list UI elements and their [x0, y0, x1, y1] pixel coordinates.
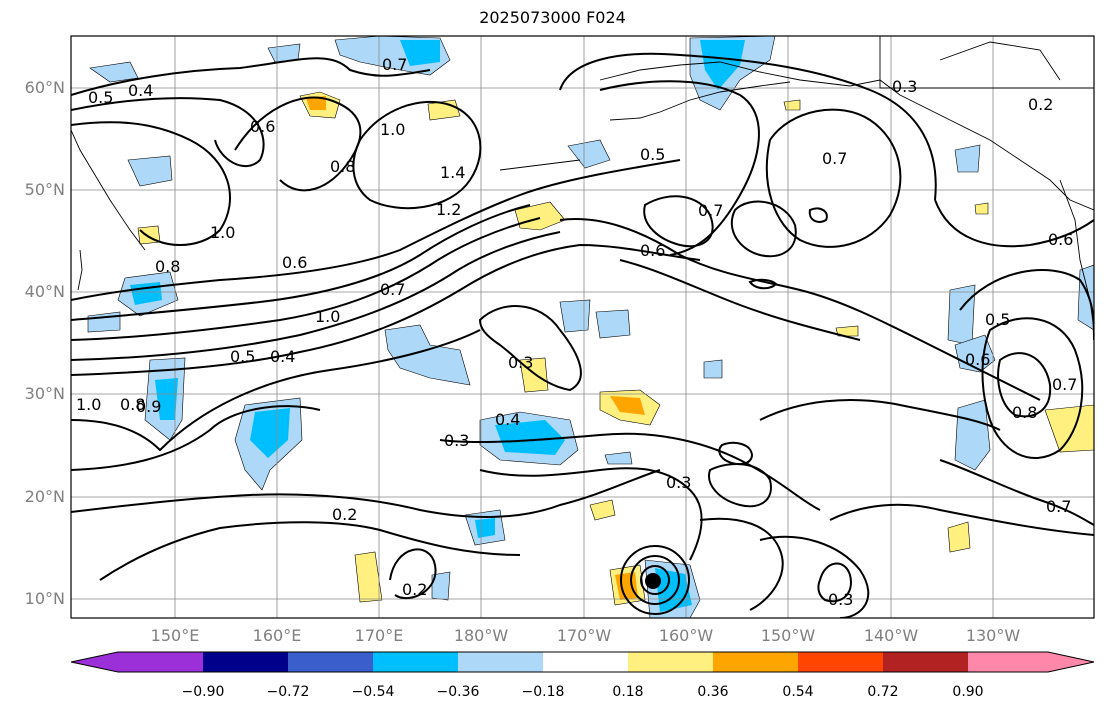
- lat-tick-label: 30°N: [24, 384, 65, 403]
- colorbar-extend-max: [1048, 652, 1094, 672]
- colorbar: [70, 651, 1095, 673]
- contour-label: 1.2: [436, 200, 461, 219]
- lon-tick-label: 180°W: [453, 626, 509, 645]
- storm-center-marker: [645, 573, 661, 589]
- contour-label: 0.3: [444, 431, 469, 450]
- colorbar-tick-label: −0.72: [266, 684, 310, 700]
- lon-tick-label: 140°W: [863, 626, 919, 645]
- colorbar-tick-label: −0.36: [436, 684, 480, 700]
- contour-label: 1.0: [380, 120, 405, 139]
- contour-label: 0.2: [332, 505, 357, 524]
- colorbar-tick-label: −0.90: [181, 684, 225, 700]
- contour-label: 0.2: [1028, 95, 1053, 114]
- contour-lines: [71, 52, 1094, 618]
- plot-area: 0.5 0.4 0.6 0.7 1.0 0.8 1.4 1.2 1.0 0.6 …: [71, 36, 1094, 618]
- contour-label: 0.6: [965, 350, 990, 369]
- contour-label: 0.7: [822, 149, 847, 168]
- contour-label: 0.3: [508, 353, 533, 372]
- colorbar-tick-label: 0.72: [867, 684, 899, 700]
- contour-label: 0.2: [402, 580, 427, 599]
- colorbar-tick-label: −0.54: [351, 684, 395, 700]
- contour-label: 0.3: [666, 473, 691, 492]
- contour-label: 0.7: [1046, 497, 1071, 516]
- negative-anomaly-shading: [87, 36, 1094, 618]
- contour-label: 0.5: [985, 310, 1010, 329]
- colorbar-tick-label: −0.18: [521, 684, 565, 700]
- contour-label: 0.5: [88, 88, 113, 107]
- colorbar-tick-label: 0.36: [697, 684, 729, 700]
- contour-label: 1.0: [210, 223, 235, 242]
- contour-label: 0.3: [892, 77, 917, 96]
- storm-rings: [620, 545, 690, 615]
- contour-label: 1.0: [76, 395, 101, 414]
- contour-label: 0.8: [120, 395, 145, 414]
- lat-tick-label: 50°N: [24, 180, 65, 199]
- lon-tick-label: 150°W: [760, 626, 816, 645]
- contour-label: 0.6: [640, 241, 665, 260]
- contour-label: 0.9: [136, 397, 161, 416]
- contour-label: 0.6: [1048, 230, 1073, 249]
- contour-label: 0.3: [828, 590, 853, 609]
- lat-tick-label: 40°N: [24, 282, 65, 301]
- colorbar-extend-min: [71, 652, 118, 672]
- contour-label: 0.5: [640, 145, 665, 164]
- lat-tick-label: 60°N: [24, 78, 65, 97]
- contour-label: 0.7: [382, 55, 407, 74]
- contour-label-group: 0.5 0.4 0.6 0.7 1.0 0.8 1.4 1.2 1.0 0.6 …: [76, 55, 1077, 609]
- contour-label: 0.6: [250, 117, 275, 136]
- lat-tick-label: 10°N: [24, 589, 65, 608]
- colorbar-tick-label: 0.54: [782, 684, 814, 700]
- lon-tick-label: 170°W: [556, 626, 612, 645]
- plot-frame: [70, 35, 1095, 619]
- lat-tick-label: 20°N: [24, 487, 65, 506]
- lon-tick-label: 150°E: [150, 626, 200, 645]
- colorbar-tick-label: 0.90: [952, 684, 984, 700]
- contour-label: 0.8: [1012, 403, 1037, 422]
- contour-label: 0.7: [698, 201, 723, 220]
- contour-label: 0.7: [1052, 375, 1077, 394]
- lon-tick-label: 170°E: [354, 626, 404, 645]
- contour-label: 0.4: [270, 347, 295, 366]
- map-title: 2025073000 F024: [479, 8, 626, 27]
- contour-label: 1.4: [440, 163, 465, 182]
- contour-label: 0.8: [330, 157, 355, 176]
- graticule: [71, 36, 1094, 618]
- contour-label: 1.0: [315, 307, 340, 326]
- contour-label: 0.7: [380, 280, 405, 299]
- lon-tick-label: 130°W: [965, 626, 1021, 645]
- contour-label: 0.6: [282, 253, 307, 272]
- contour-label: 0.5: [230, 347, 255, 366]
- colorbar-tick-label: 0.18: [612, 684, 644, 700]
- contour-label: 0.4: [495, 410, 520, 429]
- positive-anomaly-shading: [137, 91, 1094, 606]
- contour-label: 0.8: [155, 257, 180, 276]
- lon-tick-label: 160°W: [658, 626, 714, 645]
- contour-label: 0.4: [128, 81, 153, 100]
- lon-tick-label: 160°E: [252, 626, 302, 645]
